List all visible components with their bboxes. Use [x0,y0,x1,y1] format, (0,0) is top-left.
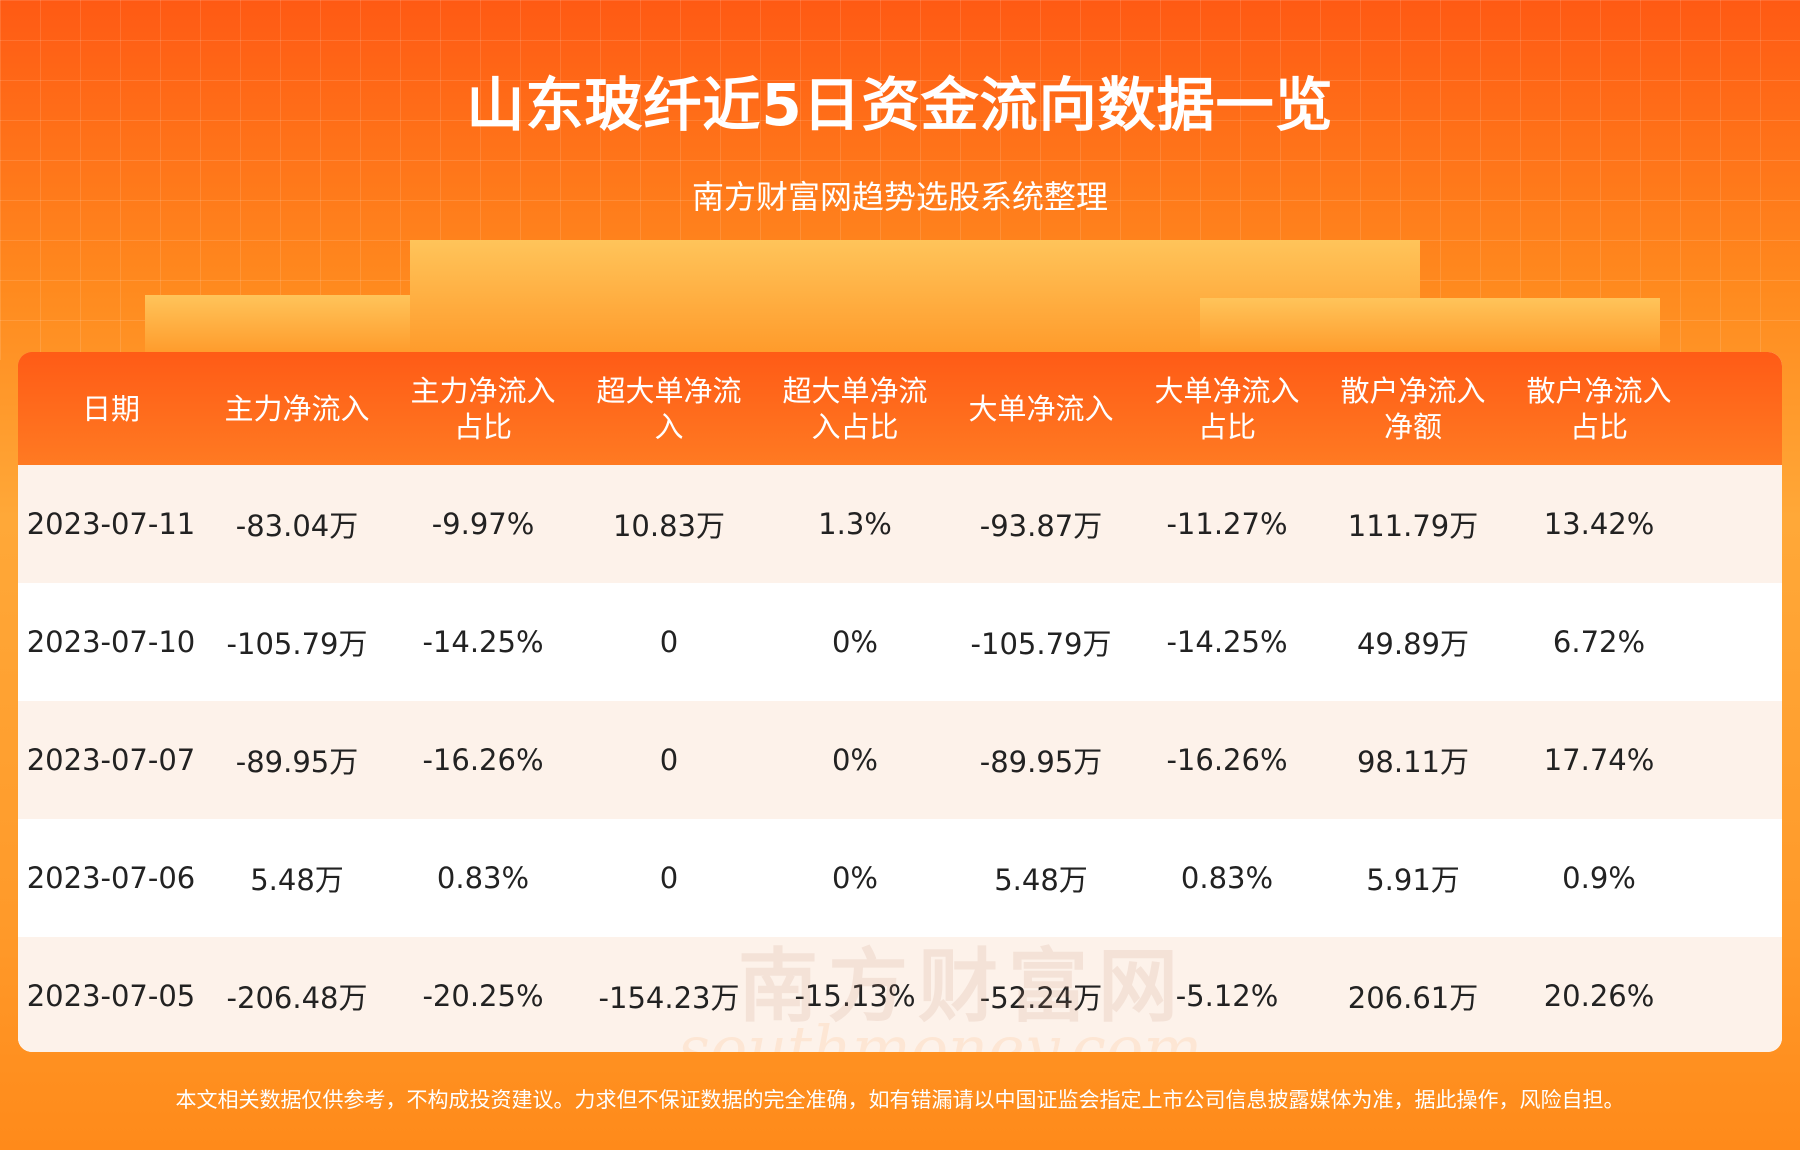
table-cell: 2023-07-06 [26,861,196,895]
table-cell: 111.79万 [1320,465,1506,583]
table-cell: 5.48万 [994,863,1088,897]
table-cell: 0 [576,701,762,819]
watermark-site: southmoney.com [678,1012,1203,1052]
table-cell: 1.3% [762,465,948,583]
table-row: 2023-07-07 -89.95万 -16.26% 0 0% -89.95万 -16.26… [18,701,1692,819]
table-row: 2023-07-05 -206.48万 -20.25% -154.23万 -15.13%… [18,937,1692,1052]
table-cell: 5.91万 [1366,863,1460,897]
column-header: 大单净流入 [968,391,1114,426]
title: 山东玻纤近5日资金流向数据一览 [466,71,1334,139]
table-cell: 49.89万 [1356,627,1470,661]
header-row: 日期 主力净流入 主力净流入占比 超大单净流入 超大单净流入占比 大单净流入 大单净流入占比… [18,352,1692,465]
column-header: 大单净流入占比 [1154,373,1300,444]
column-header: 日期 [81,391,140,426]
table-cell: 0.83% [436,861,530,895]
table-cell: -16.26% [1134,701,1320,819]
table-cell: -154.23万 [576,937,762,1052]
table-cell: -5.12% [1134,937,1320,1052]
decor-block [1200,298,1660,355]
table-cell: -105.79万 [970,627,1112,661]
table: 日期 主力净流入 主力净流入占比 超大单净流入 超大单净流入占比 大单净流入 大单净流入占比… [18,352,1692,1052]
table-cell: 5.48万 [250,863,344,897]
table-cell: 13.42% [1506,465,1692,583]
table-cell: 0 [659,625,679,659]
table-cell: -11.27% [1134,465,1320,583]
table-cell: -83.04万 [204,465,390,583]
table-cell: -105.79万 [226,627,368,661]
table-cell: 20.26% [1506,937,1692,1052]
table-cell: 206.61万 [1320,937,1506,1052]
table-cell: -20.25% [390,937,576,1052]
footer-disclaimer: 本文相关数据仅供参考，不构成投资建议。力求但不保证数据的完全准确，如有错漏请以中… [175,1088,1625,1112]
column-header: 超大单净流入占比 [782,373,928,444]
table-cell: 0% [831,861,878,895]
table-cell: 0.9% [1562,861,1636,895]
table-cell: -206.48万 [204,937,390,1052]
column-header: 超大单净流入 [596,373,742,444]
column-header: 散户净流入净额 [1340,373,1486,444]
table-cell: 0.83% [1180,861,1274,895]
header-background [18,352,1782,465]
table-cell: -14.25% [1166,625,1288,659]
table-row: 2023-07-10 -105.79万 -14.25% 0 0% -105.79万 -14.… [18,583,1692,701]
table-cell: 0% [831,625,878,659]
table-cell: 2023-07-10 [26,625,196,659]
table-body: 2023-07-11 -83.04万 -9.97% 10.83万 1.3% -93.87万… [18,465,1692,1052]
table-cell: 2023-07-11 [18,465,204,583]
subtitle: 南方财富网趋势选股系统整理 [691,178,1108,216]
table-card: 日期 主力净流入 主力净流入占比 超大单净流入 超大单净流入占比 大单净流入 大单净流入占比… [18,352,1782,1052]
table-cell: 17.74% [1506,701,1692,819]
table-cell: -9.97% [390,465,576,583]
table-cell: 0% [762,701,948,819]
table-cell: 6.72% [1552,625,1646,659]
watermark-brand: 南方财富网 [738,940,1188,1033]
table-cell: -89.95万 [204,701,390,819]
table-cell: -15.13% [762,937,948,1052]
table-cell: 0 [659,861,679,895]
table-cell: 98.11万 [1320,701,1506,819]
table-cell: -89.95万 [948,701,1134,819]
column-header: 主力净流入 [224,391,370,426]
table-cell: -16.26% [390,701,576,819]
column-header: 主力净流入占比 [410,373,556,444]
table-cell: -14.25% [422,625,544,659]
table-cell: -93.87万 [948,465,1134,583]
table-cell: -52.24万 [948,937,1134,1052]
table-row: 2023-07-06 5.48万 0.83% 0 0% 5.48万 0.83% 5.91万 0.… [18,819,1692,937]
table-cell: 10.83万 [576,465,762,583]
table-row: 2023-07-11 -83.04万 -9.97% 10.83万 1.3% -93.87万… [18,465,1692,583]
table-cell: 2023-07-05 [18,937,204,1052]
column-header: 散户净流入占比 [1526,373,1672,444]
table-cell: 2023-07-07 [18,701,204,819]
